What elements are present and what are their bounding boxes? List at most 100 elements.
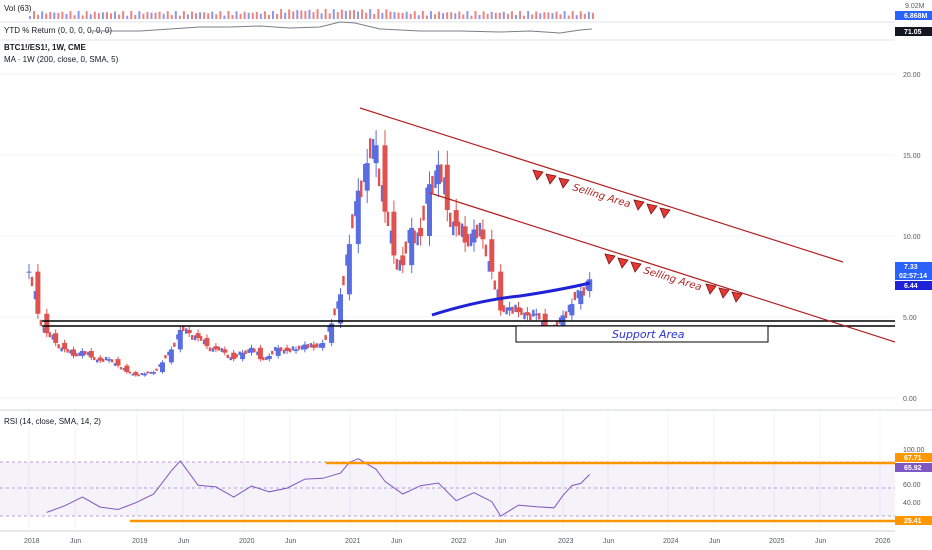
candle-body bbox=[78, 352, 81, 357]
volume-bar bbox=[482, 11, 485, 19]
candle-body bbox=[51, 334, 54, 340]
rsi-pane: RSI (14, close, SMA, 14, 2) 100.0080.006… bbox=[0, 417, 932, 525]
time-tick-label: Jun bbox=[603, 538, 614, 545]
candle-body bbox=[507, 307, 513, 311]
candle-body bbox=[256, 351, 259, 356]
volume-bar bbox=[450, 12, 453, 19]
candle-body bbox=[529, 313, 532, 321]
volume-bar bbox=[130, 11, 133, 19]
sell-arrow bbox=[633, 199, 645, 211]
volume-bar bbox=[118, 14, 121, 19]
volume-bars bbox=[29, 9, 594, 19]
volume-bar bbox=[494, 12, 497, 19]
volume-bar bbox=[539, 13, 542, 19]
candle-body bbox=[297, 345, 301, 350]
candle-body bbox=[373, 145, 379, 164]
candle-body bbox=[505, 307, 508, 315]
volume-bar bbox=[207, 13, 210, 19]
candle-body bbox=[418, 227, 424, 236]
volume-bar bbox=[77, 11, 80, 19]
candle-body bbox=[302, 344, 308, 350]
candle-body bbox=[523, 312, 526, 320]
volume-bar bbox=[211, 11, 214, 19]
candle-body bbox=[57, 344, 60, 349]
candle-body bbox=[564, 311, 568, 319]
candle-body bbox=[389, 230, 393, 244]
candle-body bbox=[185, 328, 188, 334]
volume-bar bbox=[523, 15, 526, 19]
candle-body bbox=[195, 333, 201, 339]
symbol-title: BTC1!/ES1!, 1W, CME bbox=[4, 43, 86, 52]
candle-body bbox=[119, 367, 123, 370]
volume-bar bbox=[114, 11, 117, 19]
time-axis-ticks: 2018 Jun 2019 Jun 2020 Jun 2021 Jun 2022 Jun 2023 J… bbox=[24, 538, 891, 545]
volume-bar bbox=[195, 13, 198, 19]
volume-bar bbox=[53, 12, 56, 19]
volume-bar bbox=[417, 15, 420, 19]
volume-bar bbox=[251, 12, 254, 19]
candle-body bbox=[569, 304, 575, 316]
volume-bar bbox=[547, 12, 550, 19]
volume-bar bbox=[413, 11, 416, 19]
candle-body bbox=[146, 371, 149, 374]
volume-bar bbox=[535, 11, 538, 19]
ytd-label: YTD % Return (0, 0, 0, 0, 0, 0) bbox=[4, 26, 112, 35]
volume-bar bbox=[344, 10, 347, 19]
volume-max-value: 9.02M bbox=[905, 3, 925, 10]
candle-body bbox=[444, 164, 450, 211]
volume-bar bbox=[199, 12, 202, 19]
volume-bar bbox=[122, 11, 125, 19]
volume-bar bbox=[506, 13, 509, 19]
candle-body bbox=[282, 349, 286, 354]
candle-body bbox=[377, 168, 381, 187]
rsi-lower-value: 25.41 bbox=[904, 518, 922, 525]
candle-body bbox=[253, 348, 256, 353]
volume-bar bbox=[421, 11, 424, 19]
volume-bar bbox=[353, 10, 355, 19]
candle-body bbox=[538, 312, 541, 320]
time-tick-label: 2025 bbox=[769, 538, 785, 545]
candle-body bbox=[284, 347, 290, 352]
volume-bar bbox=[579, 11, 582, 19]
candle-body bbox=[587, 279, 593, 292]
volume-bar bbox=[571, 11, 574, 19]
volume-bar bbox=[369, 9, 372, 19]
candle-body bbox=[462, 226, 468, 243]
candle-body bbox=[434, 170, 437, 189]
countdown-tag bbox=[895, 271, 932, 280]
volume-bar bbox=[559, 14, 562, 19]
volume-bar bbox=[320, 13, 323, 19]
time-tick-label: Jun bbox=[391, 538, 402, 545]
candle-body bbox=[240, 352, 246, 360]
candle-body bbox=[413, 230, 416, 244]
candle-body bbox=[167, 351, 170, 356]
volume-bar bbox=[478, 14, 481, 19]
candle-body bbox=[279, 347, 283, 352]
candle-body bbox=[443, 177, 446, 195]
volume-bar bbox=[332, 9, 335, 19]
candle-body bbox=[87, 351, 90, 356]
candle-body bbox=[173, 342, 176, 347]
sell-arrow bbox=[659, 207, 671, 219]
candle-body bbox=[342, 275, 345, 286]
candle-body bbox=[220, 348, 224, 352]
price-candles bbox=[26, 130, 593, 377]
volume-bar bbox=[146, 11, 149, 19]
volume-bar bbox=[373, 13, 376, 19]
volume-bar bbox=[89, 14, 92, 19]
sell-arrow bbox=[718, 287, 730, 299]
candle-body bbox=[133, 372, 139, 376]
lower-selling-trendline bbox=[429, 192, 896, 343]
candle-body bbox=[480, 229, 486, 240]
volume-bar bbox=[110, 13, 112, 19]
volume-bar bbox=[510, 11, 513, 19]
rsi-tick-label: 60.00 bbox=[903, 482, 921, 489]
sell-arrow bbox=[532, 169, 544, 181]
volume-bar bbox=[280, 9, 283, 19]
volume-bar bbox=[357, 11, 360, 19]
candle-body bbox=[555, 320, 559, 327]
candle-body bbox=[104, 356, 108, 361]
volume-bar bbox=[405, 11, 408, 19]
candle-body bbox=[309, 343, 313, 348]
countdown: 02:57:14 bbox=[899, 273, 927, 280]
